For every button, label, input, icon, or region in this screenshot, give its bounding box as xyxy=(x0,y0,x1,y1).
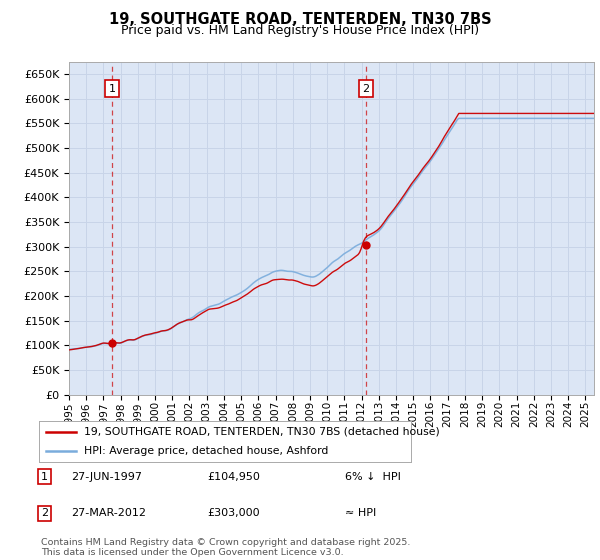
Text: ≈ HPI: ≈ HPI xyxy=(345,508,376,519)
Text: 19, SOUTHGATE ROAD, TENTERDEN, TN30 7BS (detached house): 19, SOUTHGATE ROAD, TENTERDEN, TN30 7BS … xyxy=(83,427,439,437)
Text: £104,950: £104,950 xyxy=(207,472,260,482)
Text: 27-JUN-1997: 27-JUN-1997 xyxy=(71,472,142,482)
Text: 6% ↓  HPI: 6% ↓ HPI xyxy=(345,472,401,482)
Text: 1: 1 xyxy=(41,472,48,482)
Text: HPI: Average price, detached house, Ashford: HPI: Average price, detached house, Ashf… xyxy=(83,446,328,456)
Text: Price paid vs. HM Land Registry's House Price Index (HPI): Price paid vs. HM Land Registry's House … xyxy=(121,24,479,37)
Text: 27-MAR-2012: 27-MAR-2012 xyxy=(71,508,146,519)
Text: 2: 2 xyxy=(362,84,370,94)
Text: 1: 1 xyxy=(109,84,115,94)
Text: 2: 2 xyxy=(41,508,48,519)
Text: 19, SOUTHGATE ROAD, TENTERDEN, TN30 7BS: 19, SOUTHGATE ROAD, TENTERDEN, TN30 7BS xyxy=(109,12,491,27)
Text: Contains HM Land Registry data © Crown copyright and database right 2025.
This d: Contains HM Land Registry data © Crown c… xyxy=(41,538,410,557)
Text: £303,000: £303,000 xyxy=(207,508,260,519)
